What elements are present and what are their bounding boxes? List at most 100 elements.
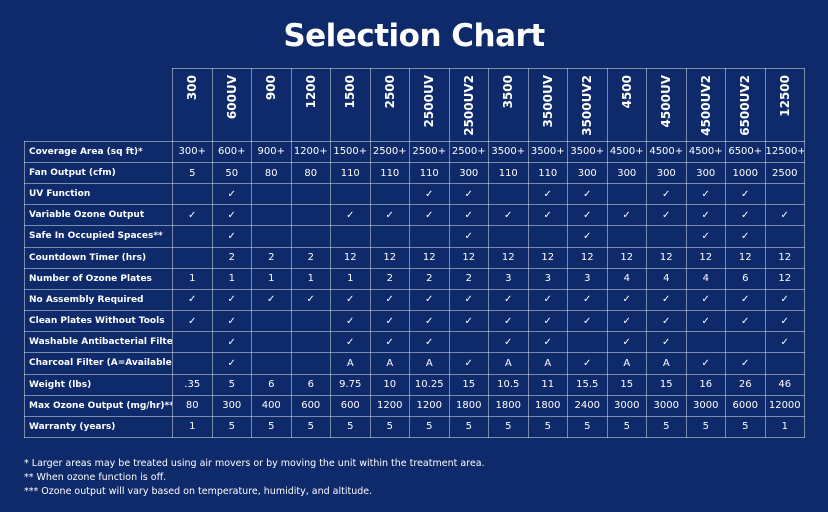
check-cell: ✓ [764, 331, 805, 354]
check-cell: ✓ [448, 225, 489, 248]
table-cell [646, 225, 687, 248]
table-cell: 4500+ [685, 140, 726, 163]
footnote: ** When ozone function is off. [24, 472, 167, 483]
table-cell: 12 [764, 267, 805, 290]
table-cell: 600 [290, 394, 331, 417]
table-cell: .35 [172, 373, 213, 396]
table-cell [290, 310, 331, 333]
table-cell: 4 [685, 267, 726, 290]
column-header: 2500 [369, 68, 410, 142]
row-label: Washable Antibacterial Filter [24, 331, 173, 354]
table-cell: 5 [251, 415, 292, 439]
table-cell [290, 331, 331, 354]
table-cell: 2 [369, 267, 410, 290]
table-cell: 300 [211, 394, 252, 417]
table-cell: 3500+ [567, 140, 608, 163]
table-cell: 1 [764, 415, 805, 439]
table-cell: 1500+ [330, 140, 371, 163]
table-cell: 1 [211, 267, 252, 290]
column-header: 1500 [330, 68, 371, 142]
check-cell: ✓ [330, 288, 371, 312]
table-cell [251, 331, 292, 354]
table-cell: 300 [685, 161, 726, 185]
check-cell: ✓ [685, 204, 726, 227]
table-cell: 5 [330, 415, 371, 439]
table-cell [290, 225, 331, 248]
table-cell: 2500+ [448, 140, 489, 163]
table-cell: 1 [172, 415, 213, 439]
table-row: Washable Antibacterial Filter ✓ ✓ ✓ ✓ ✓ ✓ ✓ ✓ ✓ [24, 331, 805, 354]
check-cell: ✓ [725, 352, 766, 375]
page-title: Selection Chart [283, 18, 545, 54]
column-header-label: 4500UV2 [698, 75, 713, 136]
check-cell: ✓ [369, 204, 410, 227]
table-cell: 12500+ [764, 140, 805, 163]
check-cell: ✓ [488, 204, 529, 227]
table-row: Charcoal Filter (A=Available) ✓ A A A ✓ A A ✓ A A ✓… [24, 352, 805, 375]
table-cell: 1800 [527, 394, 568, 417]
check-cell: ✓ [567, 225, 608, 248]
check-cell: ✓ [567, 204, 608, 227]
check-cell: ✓ [211, 204, 252, 227]
check-cell: ✓ [409, 183, 450, 206]
table-row: Variable Ozone Output ✓ ✓ ✓ ✓ ✓ ✓ ✓ ✓ ✓ ✓ ✓ ✓ ✓ ✓ [24, 204, 805, 227]
table-cell: 9.75 [330, 373, 371, 396]
check-cell: ✓ [211, 331, 252, 354]
table-cell: 2400 [567, 394, 608, 417]
table-cell [567, 331, 608, 354]
table-cell: 5 [409, 415, 450, 439]
table-cell: 5 [527, 415, 568, 439]
table-cell: 300 [448, 161, 489, 185]
table-cell: 600 [330, 394, 371, 417]
check-cell: ✓ [172, 204, 213, 227]
check-cell: ✓ [330, 310, 371, 333]
row-label: Clean Plates Without Tools [24, 310, 173, 333]
table-cell [409, 225, 450, 248]
table-cell: 1800 [488, 394, 529, 417]
table-cell [172, 183, 213, 206]
table-cell: 5 [172, 161, 213, 185]
table-cell [172, 225, 213, 248]
row-label: Max Ozone Output (mg/hr)*** [24, 394, 173, 417]
check-cell: ✓ [646, 183, 687, 206]
check-cell: ✓ [646, 310, 687, 333]
table-cell: 4500+ [646, 140, 687, 163]
check-cell: ✓ [330, 331, 371, 354]
check-cell: ✓ [448, 183, 489, 206]
check-cell: ✓ [527, 288, 568, 312]
table-cell: 300 [646, 161, 687, 185]
table-cell: 300 [567, 161, 608, 185]
table-cell: 5 [448, 415, 489, 439]
table-row: Coverage Area (sq ft)* 300+ 600+ 900+ 1200+ 1… [24, 140, 805, 163]
table-cell: 300 [606, 161, 647, 185]
row-label: Countdown Timer (hrs) [24, 246, 173, 269]
check-cell: ✓ [211, 183, 252, 206]
table-cell: 5 [646, 415, 687, 439]
check-cell: ✓ [409, 310, 450, 333]
table-cell: 2500+ [409, 140, 450, 163]
column-header: 4500UV2 [685, 68, 726, 142]
table-body: Coverage Area (sq ft)* 300+ 600+ 900+ 1200+ 1… [24, 140, 805, 439]
table-cell: A [527, 352, 568, 375]
table-cell: 12 [725, 246, 766, 269]
table-cell [488, 183, 529, 206]
table-cell [488, 225, 529, 248]
check-cell: ✓ [369, 288, 410, 312]
column-header-label: 4500 [619, 75, 634, 109]
table-cell: 12 [448, 246, 489, 269]
table-cell [330, 225, 371, 248]
table-cell [172, 331, 213, 354]
table-cell: 10.25 [409, 373, 450, 396]
column-header: 12500 [764, 68, 805, 142]
check-cell: ✓ [488, 288, 529, 312]
check-cell: ✓ [725, 310, 766, 333]
column-header: 2500UV2 [448, 68, 489, 142]
table-cell [369, 183, 410, 206]
check-cell: ✓ [369, 310, 410, 333]
column-header: 300 [172, 68, 213, 142]
check-cell: ✓ [764, 310, 805, 333]
table-cell [172, 352, 213, 375]
row-label: No Assembly Required [24, 288, 173, 312]
header-corner [25, 69, 173, 142]
table-cell: 1 [330, 267, 371, 290]
